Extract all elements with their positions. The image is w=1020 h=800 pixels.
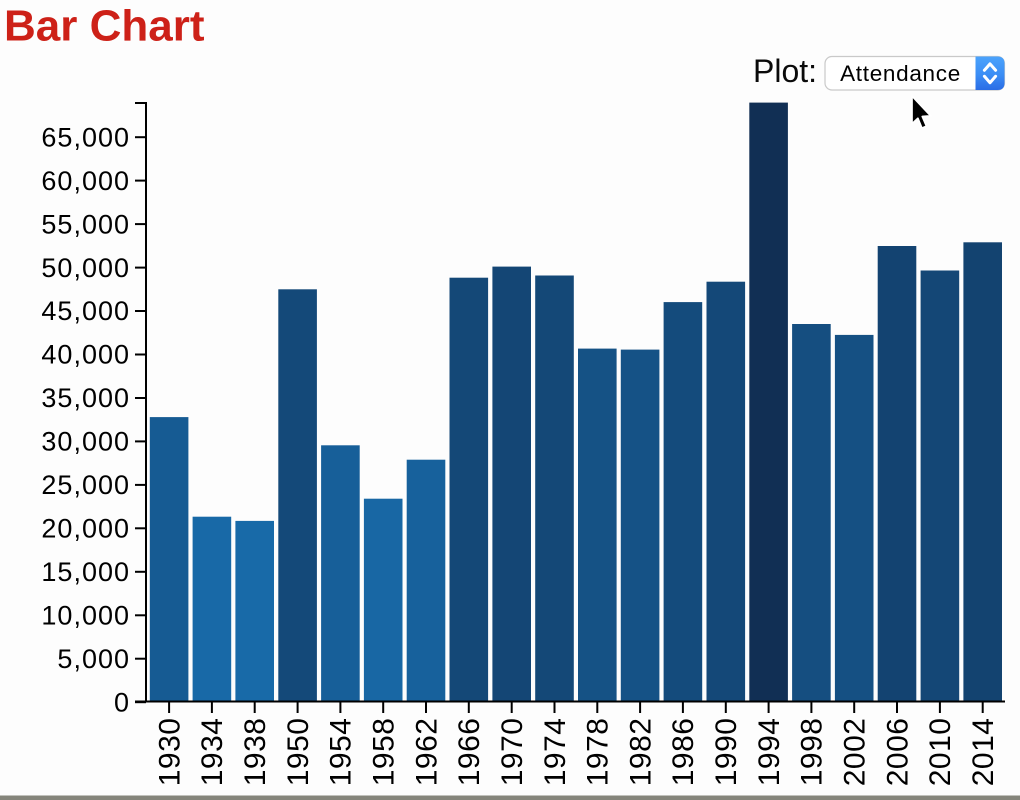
svg-text:Bar Chart: Bar Chart [4, 2, 205, 51]
svg-text:1978: 1978 [582, 718, 615, 787]
svg-text:1958: 1958 [368, 718, 401, 787]
svg-text:2010: 2010 [924, 718, 957, 787]
svg-text:25,000: 25,000 [41, 470, 130, 500]
svg-text:1982: 1982 [624, 718, 657, 787]
svg-text:1974: 1974 [539, 718, 572, 787]
svg-text:1970: 1970 [496, 718, 529, 787]
svg-text:35,000: 35,000 [41, 383, 130, 413]
svg-text:1934: 1934 [196, 718, 229, 787]
svg-text:5,000: 5,000 [57, 644, 130, 674]
svg-text:1986: 1986 [667, 718, 700, 787]
svg-text:1966: 1966 [453, 718, 486, 787]
svg-text:2002: 2002 [839, 718, 872, 787]
svg-text:1998: 1998 [796, 718, 829, 787]
svg-text:1950: 1950 [282, 718, 315, 787]
svg-text:2006: 2006 [881, 718, 914, 787]
svg-text:20,000: 20,000 [41, 514, 130, 544]
svg-text:2014: 2014 [967, 718, 1000, 787]
svg-text:1962: 1962 [410, 718, 443, 787]
svg-text:1930: 1930 [153, 718, 186, 787]
svg-text:15,000: 15,000 [41, 557, 130, 587]
svg-text:0: 0 [114, 687, 130, 717]
svg-text:55,000: 55,000 [41, 209, 130, 239]
svg-text:Plot:: Plot: [753, 53, 817, 89]
svg-text:45,000: 45,000 [41, 296, 130, 326]
svg-text:1994: 1994 [753, 718, 786, 787]
svg-text:40,000: 40,000 [41, 340, 130, 370]
svg-text:1990: 1990 [710, 718, 743, 787]
svg-text:50,000: 50,000 [41, 253, 130, 283]
svg-text:Attendance: Attendance [840, 61, 961, 86]
svg-text:65,000: 65,000 [41, 122, 130, 152]
svg-text:1954: 1954 [325, 718, 358, 787]
svg-text:60,000: 60,000 [41, 166, 130, 196]
svg-text:1938: 1938 [239, 718, 272, 787]
svg-text:10,000: 10,000 [41, 601, 130, 631]
svg-text:30,000: 30,000 [41, 427, 130, 457]
